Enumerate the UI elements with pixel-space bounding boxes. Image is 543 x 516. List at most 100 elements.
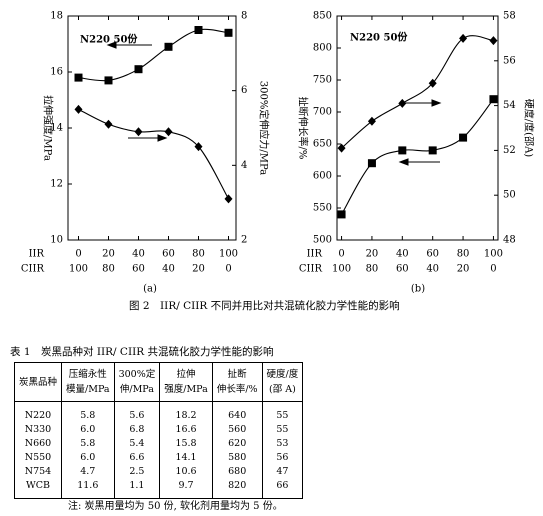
x2-tick-label: 100 — [332, 264, 351, 275]
table-cell: N220 — [24, 409, 52, 421]
table-cell: 55 — [261, 401, 303, 422]
square-marker — [104, 76, 113, 85]
table-cell: 6.6 — [113, 450, 160, 464]
x2-tick-label: 0 — [490, 264, 496, 275]
square-marker — [367, 159, 376, 168]
annotation: N220 50份 — [350, 31, 408, 44]
table-cell: 9.7 — [159, 478, 213, 499]
table-row: N660 5.8 5.4 15.8 620 53 — [15, 436, 303, 450]
diamond-marker — [134, 127, 143, 137]
diamond-marker — [459, 33, 468, 43]
square-marker — [224, 28, 233, 37]
y2-tick-label: 50 — [503, 190, 516, 201]
table-cell: 4.7 — [61, 464, 115, 478]
table-cell: 18.2 — [159, 401, 213, 422]
square-marker — [459, 133, 468, 142]
table-row: N754 4.7 2.5 10.6 680 47 — [15, 464, 303, 478]
square-marker — [428, 146, 437, 155]
y2-tick-label: 6 — [241, 85, 247, 96]
x2-tick-label: 100 — [69, 264, 88, 275]
x2-tick-label: 80 — [102, 264, 115, 275]
diamond-marker — [224, 194, 233, 204]
y-axis-label: 拉伸强度/MPa — [42, 95, 55, 161]
y2-axis-label: 硬度/度(邵A) — [523, 99, 536, 157]
arrows — [106, 41, 442, 166]
table-cell: 6.0 — [61, 422, 115, 436]
table-cell: 620 — [211, 436, 263, 450]
table-cell: 5.4 — [113, 436, 160, 450]
x2-tick-label: 0 — [225, 264, 231, 275]
x2-tick-label: 60 — [396, 264, 409, 275]
table-cell: 5.8 — [61, 401, 115, 422]
square-marker — [398, 146, 407, 155]
table-cell: 14.1 — [159, 450, 213, 464]
header-text: 硬度/度 — [266, 369, 299, 380]
diamond-marker — [74, 104, 83, 114]
header-text: 伸长率/% — [216, 384, 258, 395]
table-cell: 680 — [211, 464, 263, 478]
annotation: N220 50份 — [80, 33, 138, 46]
y-tick-label: 550 — [313, 203, 332, 214]
x-tick-label: 0 — [75, 249, 81, 260]
header-text: 压缩永性 — [68, 369, 107, 380]
y-tick-label: 500 — [313, 235, 332, 246]
header-text: 炭黑品种 — [19, 376, 58, 388]
y-tick-label: 16 — [50, 67, 63, 78]
x2-tick-label: 20 — [457, 264, 470, 275]
table-cell: 640 — [211, 401, 263, 422]
table-row: N330 6.0 6.8 16.6 560 55 — [15, 422, 303, 436]
x-tick-label: 100 — [219, 249, 238, 260]
square-marker — [164, 42, 173, 51]
header-text: 伸/MPa — [119, 384, 154, 395]
series-line — [341, 98, 494, 215]
header-cell: 拉伸 强度/MPa — [159, 362, 213, 402]
table-row: WCB 11.6 1.1 9.7 820 66 — [15, 478, 303, 499]
data-table: 炭黑品种 压缩永性 模量/MPa 300%定 伸/MPa 拉伸 强度/MPa 扯断 伸长率/% 硬… — [14, 362, 304, 499]
x-tick-label: 40 — [396, 249, 409, 260]
diamond-marker — [337, 143, 346, 153]
table-cell: 2.5 — [113, 464, 160, 478]
y2-tick-label: 8 — [241, 11, 247, 22]
x-row-label: IIR — [307, 249, 323, 260]
x-tick-label: 20 — [102, 249, 115, 260]
y-tick-label: 850 — [313, 11, 332, 22]
x-tick-label: 40 — [132, 249, 145, 260]
table-cell: 15.8 — [159, 436, 213, 450]
y2-tick-label: 2 — [241, 235, 247, 246]
x2-tick-label: 40 — [162, 264, 175, 275]
diamond-marker — [104, 119, 113, 129]
y-tick-label: 700 — [313, 107, 332, 118]
square-marker — [74, 73, 83, 82]
table-caption: 表 1 炭黑品种对 IIR/ CIIR 共混硫化胶力学性能的影响 — [10, 346, 274, 358]
series-line — [78, 108, 229, 200]
table-cell: 5.8 — [61, 436, 115, 450]
diamond-marker — [194, 142, 203, 152]
y-tick-label: 14 — [50, 123, 63, 134]
table-cell: 66 — [261, 478, 303, 499]
x-tick-label: 60 — [162, 249, 175, 260]
table-row: N220 5.8 5.6 18.2 640 55 — [15, 401, 303, 422]
table-cell: 6.0 — [61, 450, 115, 464]
table-note: 注: 炭黑用量均为 50 份, 软化剂用量均为 5 份。 — [68, 501, 283, 512]
square-marker — [194, 26, 203, 34]
x-tick-label: 20 — [366, 249, 379, 260]
y-tick-label: 750 — [313, 75, 332, 86]
x-tick-label: 60 — [426, 249, 439, 260]
x-tick-label: 0 — [338, 249, 344, 260]
header-text: 300%定 — [118, 369, 156, 380]
y2-tick-label: 56 — [503, 55, 516, 66]
table-cell: N660 — [24, 437, 52, 449]
diamond-marker — [428, 78, 437, 88]
square-marker — [134, 65, 143, 74]
header-text: 模量/MPa — [66, 384, 110, 395]
x-row-label: IIR — [29, 249, 45, 260]
y2-tick-label: 54 — [503, 100, 516, 111]
header-text: 拉伸 — [176, 369, 196, 380]
header-cell: 300%定伸/MPa — [113, 362, 160, 402]
table-cell: 10.6 — [159, 464, 213, 478]
table-cell: 580 — [211, 450, 263, 464]
x-tick-label: 80 — [457, 249, 470, 260]
table-cell: 56 — [261, 450, 303, 464]
x2-row-label: CIIR — [299, 264, 323, 275]
